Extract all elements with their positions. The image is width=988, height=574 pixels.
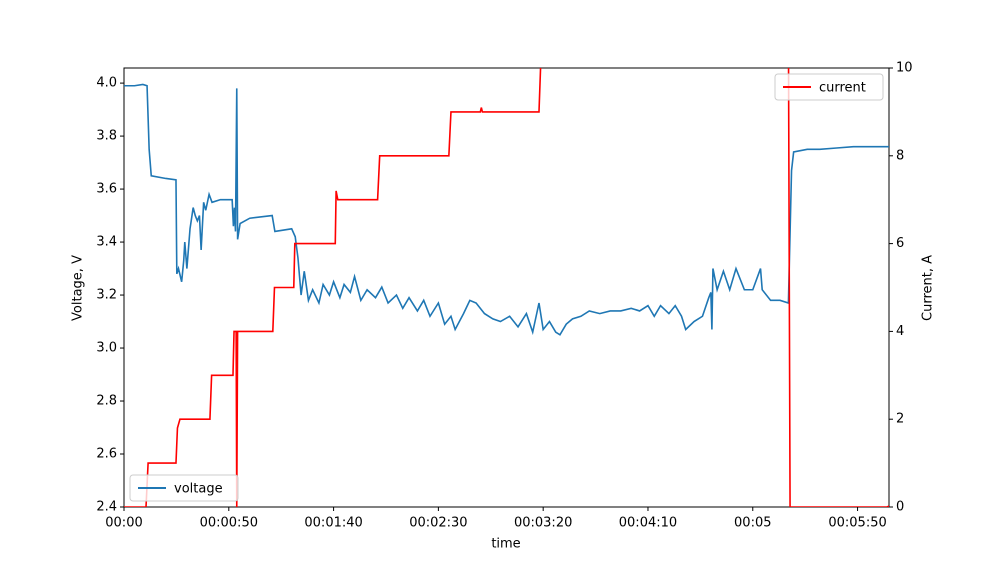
y-tick-label: 3.2 [96,288,117,303]
y2-tick-label: 4 [896,324,904,339]
legend-box [774,73,884,101]
y-axis-label: Voltage, V [71,255,86,321]
x-tick-label: 00:00:50 [200,516,258,531]
y-tick-label: 3.4 [96,235,117,250]
y2-tick-label: 0 [896,500,904,515]
x-tick-label: 00:00 [105,516,142,531]
x-tick-label: 00:03:20 [514,516,572,531]
legend-label: voltage [174,482,223,497]
x-tick-label: 00:05:50 [828,516,886,531]
plot-area [124,68,889,507]
y-tick-label: 3.8 [96,129,117,144]
series-line [124,83,889,336]
x-tick-label: 00:05 [734,516,771,531]
y-tick-label: 2.4 [96,500,117,515]
y2-tick-label: 8 [896,148,904,163]
legend-label: current [819,81,866,96]
series-line [124,68,889,507]
x-axis-label: time [491,537,520,552]
plot-frame [123,67,890,508]
x-tick-label: 00:04:10 [619,516,677,531]
y2-tick-label: 6 [896,236,904,251]
y-tick-label: 2.8 [96,394,117,409]
x-tick-label: 00:02:30 [409,516,467,531]
y2-tick-label: 2 [896,412,904,427]
legend-box [129,474,239,502]
y-tick-label: 4.0 [96,76,117,91]
y2-tick-label: 10 [896,61,913,76]
y2-axis-label: Current, A [921,255,936,321]
y-tick-label: 3.6 [96,182,117,197]
x-tick-label: 00:01:40 [304,516,362,531]
y-tick-label: 2.6 [96,447,117,462]
y-tick-label: 3.0 [96,341,117,356]
